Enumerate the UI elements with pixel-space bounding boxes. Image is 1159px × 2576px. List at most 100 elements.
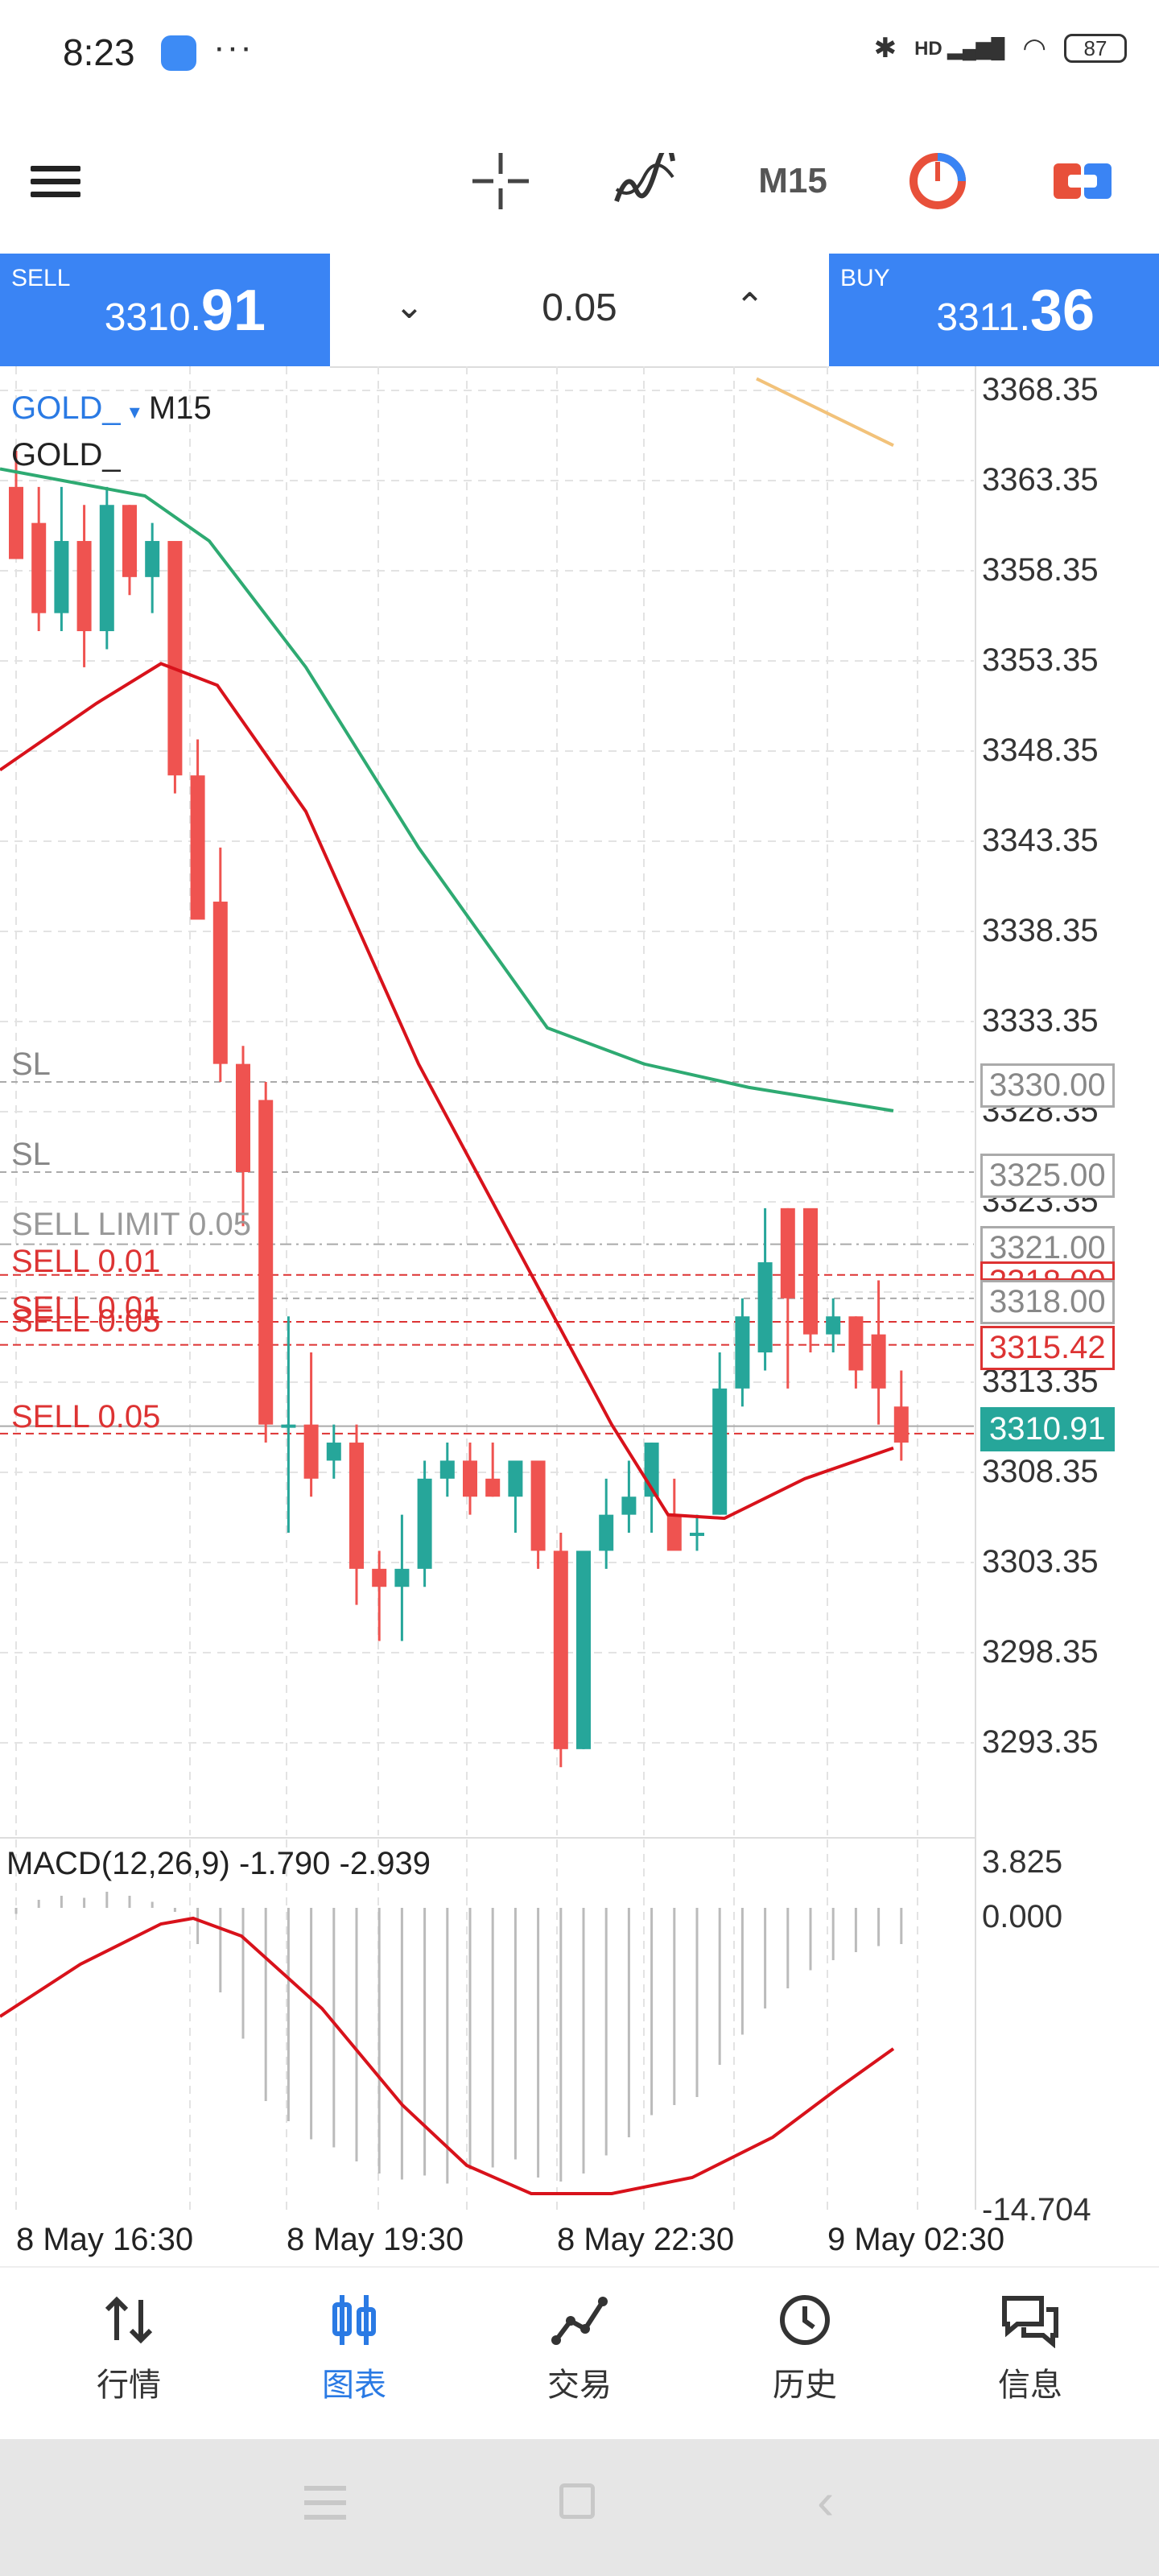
- chart-toolbar: M15: [0, 105, 1159, 254]
- price-axis-label: 3293.35: [982, 1724, 1099, 1760]
- symbol-dropdown-icon[interactable]: ▾: [129, 399, 140, 423]
- candle-body: [167, 541, 183, 776]
- price-axis-label: 3368.35: [982, 372, 1099, 407]
- stop-loss-label[interactable]: SL: [11, 1137, 51, 1172]
- candle-body: [826, 1316, 841, 1335]
- time-axis-label: 8 May 19:30: [287, 2222, 464, 2257]
- candle-body: [735, 1316, 750, 1389]
- candle-body: [326, 1443, 341, 1461]
- more-notifications-icon: ···: [213, 27, 254, 67]
- nav-item-messages[interactable]: 信息: [950, 2292, 1111, 2405]
- bluetooth-icon: ✱: [873, 33, 897, 64]
- symbol-timeframe: M15: [148, 390, 212, 426]
- chart-icon: [332, 2295, 376, 2345]
- back-icon[interactable]: ‹: [817, 2472, 835, 2530]
- sell-button[interactable]: SELL 3310.91: [0, 254, 330, 366]
- time-axis-label: 8 May 22:30: [557, 2222, 735, 2257]
- nav-label: 行情: [97, 2368, 161, 2403]
- price-axis-label: 3348.35: [982, 733, 1099, 768]
- candle-body: [258, 1100, 274, 1425]
- quotes-icon: [105, 2296, 153, 2344]
- trade-icon: [551, 2297, 608, 2345]
- sell-order-label[interactable]: SELL 0.05: [11, 1399, 161, 1435]
- ma-red-line: [0, 662, 894, 1521]
- sell-price: 3310.91: [104, 279, 266, 343]
- nav-item-history[interactable]: 历史: [724, 2292, 885, 2405]
- candle-body: [417, 1478, 432, 1569]
- lot-decrease-icon[interactable]: ⌄: [394, 287, 424, 326]
- menu-icon[interactable]: [31, 153, 80, 209]
- messages-icon: [1002, 2296, 1058, 2349]
- chart-symbol-header[interactable]: GOLD_ ▾ M15: [11, 390, 212, 427]
- candle-body: [553, 1550, 568, 1749]
- candle-body: [485, 1478, 501, 1497]
- time-axis-label: 8 May 16:30: [16, 2222, 194, 2257]
- system-navigation-bar: ‹: [0, 2439, 1159, 2576]
- nav-item-chart[interactable]: 图表: [274, 2292, 435, 2405]
- status-bar: 8:23 ··· ✱ HD ▂▄▆█ ◠ 87: [0, 0, 1159, 105]
- price-chart[interactable]: GOLD_ ▾ M15 GOLD_ 3368.35 3363.35 3358.3…: [0, 366, 1159, 2266]
- candle-body: [54, 541, 69, 613]
- home-icon[interactable]: [559, 2483, 595, 2519]
- sl-price-tag: 3330.00: [980, 1063, 1115, 1108]
- sl-price-tag: 3325.00: [980, 1154, 1115, 1198]
- candle-body: [349, 1443, 364, 1569]
- sl-price-tag: 3318.00: [980, 1280, 1115, 1324]
- stop-loss-label[interactable]: SL: [11, 1046, 51, 1082]
- bottom-navigation: 行情 图表 交易 历史 信息: [0, 2266, 1159, 2441]
- nav-item-quotes[interactable]: 行情: [48, 2292, 209, 2405]
- macd-signal-line: [0, 1916, 895, 2195]
- one-click-trading-icon[interactable]: [905, 153, 970, 209]
- symbol-name[interactable]: GOLD_: [11, 390, 121, 426]
- app-notification-icon: [161, 35, 196, 71]
- candle-body: [871, 1334, 886, 1389]
- nav-label: 信息: [998, 2368, 1062, 2403]
- candle-body: [780, 1208, 795, 1298]
- candle-body: [394, 1568, 410, 1587]
- nav-item-trade[interactable]: 交易: [499, 2292, 660, 2405]
- candle-body: [372, 1568, 387, 1587]
- price-axis-label: 3338.35: [982, 913, 1099, 948]
- buy-button[interactable]: BUY 3311.36: [829, 254, 1159, 366]
- candle-body: [621, 1496, 637, 1515]
- one-click-trade-panel: SELL 3310.91 ⌄ 0.05 ⌃ BUY 3311.36: [0, 254, 1159, 368]
- nav-label: 交易: [547, 2368, 612, 2403]
- signal-icon: HD ▂▄▆█: [914, 37, 1005, 60]
- crosshair-icon[interactable]: [468, 153, 533, 209]
- candle-body: [145, 541, 160, 577]
- lot-increase-icon[interactable]: ⌃: [735, 287, 765, 326]
- lot-value[interactable]: 0.05: [542, 287, 617, 329]
- sell-order-label[interactable]: SELL 0.05: [11, 1303, 161, 1339]
- sell-order-label[interactable]: SELL 0.01: [11, 1244, 161, 1279]
- candle-body: [212, 902, 228, 1064]
- trade-panel-icon[interactable]: [1050, 153, 1115, 209]
- candle-body: [190, 775, 205, 920]
- status-time: 8:23: [63, 31, 135, 73]
- nav-label: 图表: [322, 2368, 386, 2403]
- macd-axis-label: 3.825: [982, 1844, 1063, 1880]
- candle-body: [99, 505, 114, 632]
- timeframe-button[interactable]: M15: [758, 161, 827, 200]
- price-axis-label: 3353.35: [982, 642, 1099, 678]
- recent-apps-icon[interactable]: [304, 2486, 346, 2520]
- candle-body: [9, 486, 23, 559]
- indicators-icon[interactable]: [612, 153, 676, 209]
- price-axis-label: 3358.35: [982, 552, 1099, 588]
- candle-body: [666, 1514, 682, 1551]
- candle-body: [122, 505, 137, 577]
- candle-body: [576, 1550, 591, 1749]
- price-axis-label: 3333.35: [982, 1003, 1099, 1038]
- candle-body: [803, 1208, 818, 1335]
- nav-label: 历史: [773, 2368, 837, 2403]
- candle-body: [31, 522, 47, 613]
- sell-limit-label[interactable]: SELL LIMIT 0.05: [11, 1207, 251, 1242]
- macd-title: MACD(12,26,9) -1.790 -2.939: [6, 1846, 431, 1881]
- price-axis-label: 3363.35: [982, 462, 1099, 497]
- candle-body: [236, 1063, 250, 1173]
- sell-order-label[interactable]: SELL 0.01: [11, 1290, 161, 1326]
- price-axis-label: 3308.35: [982, 1454, 1099, 1489]
- time-axis-label: 9 May 02:30: [827, 2222, 1005, 2257]
- candle-body: [281, 1424, 296, 1428]
- price-axis-label: 3303.35: [982, 1544, 1099, 1579]
- chart-canvas[interactable]: [0, 366, 1159, 2266]
